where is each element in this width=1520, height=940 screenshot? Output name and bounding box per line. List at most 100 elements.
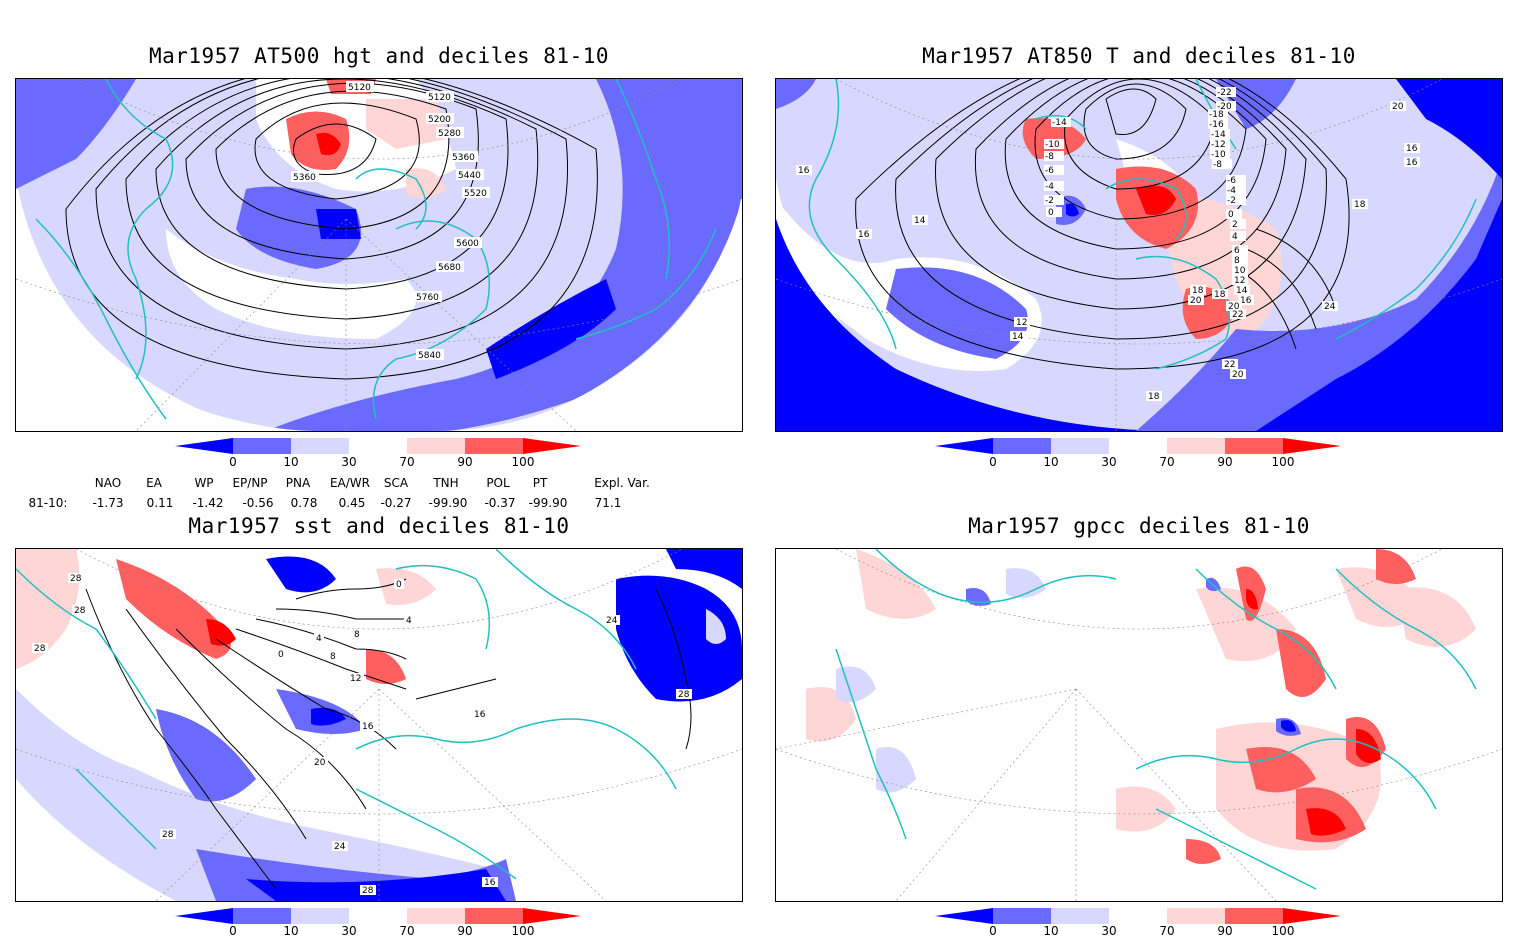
panel2-map-svg: -22 -20 -18 -16 -14 -12 -10 -8 -6 -4 -2 … bbox=[776, 79, 1502, 431]
contour-label: -2 bbox=[1045, 196, 1054, 206]
contour-label: 5360 bbox=[293, 173, 316, 183]
panel3-contour-labels: 28 28 28 0 4 8 12 16 16 20 24 28 28 24 2… bbox=[32, 573, 692, 896]
panel2-colorbar: 0 10 30 70 90 100 bbox=[935, 438, 1347, 472]
contour-label: -8 bbox=[1213, 160, 1222, 170]
contour-label: 28 bbox=[70, 574, 82, 584]
panel4-map-svg bbox=[776, 549, 1502, 901]
colorbar-label: 90 bbox=[1217, 455, 1233, 469]
panel3-map: 28 28 28 0 4 8 12 16 16 20 24 28 28 24 2… bbox=[15, 548, 743, 902]
contour-label: 5600 bbox=[456, 239, 479, 249]
contour-label: 20 bbox=[314, 758, 326, 768]
contour-label: 5520 bbox=[464, 189, 487, 199]
panel4-colorbar: 0 10 30 70 90 100 bbox=[935, 908, 1347, 940]
contour-label: 24 bbox=[606, 616, 618, 626]
panel4-title: Mar1957 gpcc deciles 81-10 bbox=[968, 514, 1310, 538]
index-value: -0.37 bbox=[484, 496, 516, 510]
colorbar-label: 10 bbox=[283, 924, 299, 938]
contour-label: 4 bbox=[1232, 232, 1238, 242]
index-header: WP bbox=[194, 476, 214, 490]
colorbar-label: 30 bbox=[1101, 455, 1117, 469]
index-row-label: 81-10: bbox=[28, 496, 68, 510]
contour-label: 5120 bbox=[428, 93, 451, 103]
panel1-title: Mar1957 AT500 hgt and deciles 81-10 bbox=[148, 44, 609, 68]
contour-label: 28 bbox=[34, 644, 46, 654]
panel4-map bbox=[775, 548, 1503, 902]
index-header: EA/WR bbox=[329, 476, 371, 490]
colorbar-label: 30 bbox=[1101, 924, 1117, 938]
contour-label: 16 bbox=[484, 878, 496, 888]
panel1-map-svg: 5120 5120 5200 5280 5360 5360 5440 5520 … bbox=[16, 79, 742, 431]
colorbar-label: 70 bbox=[1159, 455, 1175, 469]
contour-label: 0 bbox=[1048, 208, 1054, 218]
colorbar-label: 90 bbox=[1217, 924, 1233, 938]
contour-label: 6 bbox=[1234, 246, 1240, 256]
colorbar-label: 70 bbox=[1159, 924, 1175, 938]
contour-label: 4 bbox=[316, 634, 322, 644]
panel2-contour-labels: -22 -20 -18 -16 -14 -12 -10 -8 -6 -4 -2 … bbox=[796, 87, 1420, 402]
index-value: 0.11 bbox=[146, 496, 174, 510]
contour-label: 0 bbox=[1228, 210, 1234, 220]
contour-label: -4 bbox=[1045, 182, 1054, 192]
contour-label: 5360 bbox=[452, 153, 475, 163]
index-value: -1.73 bbox=[92, 496, 124, 510]
contour-label: 12 bbox=[1016, 318, 1027, 328]
colorbar-label: 30 bbox=[341, 455, 357, 469]
index-value: 0.45 bbox=[338, 496, 366, 510]
contour-label: 16 bbox=[858, 230, 870, 240]
index-header: Expl. Var. bbox=[594, 476, 650, 490]
colorbar-label: 10 bbox=[1043, 455, 1059, 469]
contour-label: -18 bbox=[1209, 110, 1224, 120]
index-value: -99.90 bbox=[528, 496, 568, 510]
contour-label: 24 bbox=[1324, 302, 1336, 312]
contour-label: 16 bbox=[798, 166, 810, 176]
contour-label: 22 bbox=[1224, 360, 1235, 370]
contour-label: 20 bbox=[1232, 370, 1244, 380]
index-value: -1.42 bbox=[192, 496, 224, 510]
contour-label: -14 bbox=[1211, 130, 1226, 140]
contour-label: 28 bbox=[678, 690, 690, 700]
contour-label: -16 bbox=[1209, 120, 1224, 130]
contour-label: 18 bbox=[1148, 392, 1160, 402]
contour-label: 18 bbox=[1192, 286, 1204, 296]
teleconnection-index-table: NAO EA WP EP/NP PNA EA/WR SCA TNH POL PT… bbox=[0, 476, 760, 516]
index-value: -99.90 bbox=[428, 496, 468, 510]
panel1-map: 5120 5120 5200 5280 5360 5360 5440 5520 … bbox=[15, 78, 743, 432]
colorbar-label: 0 bbox=[229, 455, 237, 469]
colorbar-label: 90 bbox=[457, 455, 473, 469]
contour-label: 5200 bbox=[428, 115, 451, 125]
panel1-colorbar: 0 10 30 70 90 100 bbox=[175, 438, 587, 472]
contour-label: 5120 bbox=[348, 83, 371, 93]
colorbar-label: 70 bbox=[399, 924, 415, 938]
contour-label: 28 bbox=[162, 830, 174, 840]
contour-label: 0 bbox=[278, 650, 284, 660]
colorbar-label: 10 bbox=[1043, 924, 1059, 938]
contour-label: 20 bbox=[1392, 102, 1404, 112]
index-header: EA bbox=[146, 476, 162, 490]
contour-label: 20 bbox=[1228, 302, 1240, 312]
colorbar-label: 100 bbox=[1271, 455, 1295, 469]
contour-label: -6 bbox=[1227, 176, 1236, 186]
colorbar-label: 100 bbox=[511, 455, 535, 469]
panel3-map-svg: 28 28 28 0 4 8 12 16 16 20 24 28 28 24 2… bbox=[16, 549, 742, 901]
panel2-title: Mar1957 AT850 T and deciles 81-10 bbox=[922, 44, 1356, 68]
contour-label: 28 bbox=[362, 886, 374, 896]
contour-label: -20 bbox=[1217, 102, 1232, 112]
index-header: POL bbox=[486, 476, 510, 490]
contour-label: 16 bbox=[362, 722, 374, 732]
colorbar-label: 0 bbox=[989, 924, 997, 938]
panel1-contour-labels: 5120 5120 5200 5280 5360 5360 5440 5520 … bbox=[291, 81, 490, 361]
contour-label: -6 bbox=[1045, 166, 1054, 176]
colorbar-label: 100 bbox=[1271, 924, 1295, 938]
contour-label: 20 bbox=[1190, 296, 1202, 306]
colorbar-label: 30 bbox=[341, 924, 357, 938]
contour-label: 16 bbox=[1406, 144, 1418, 154]
contour-label: 18 bbox=[1354, 200, 1366, 210]
contour-label: -2 bbox=[1227, 196, 1236, 206]
index-value: 71.1 bbox=[594, 496, 622, 510]
contour-label: 0 bbox=[396, 580, 402, 590]
contour-label: 4 bbox=[406, 616, 412, 626]
colorbar-label: 100 bbox=[511, 924, 535, 938]
index-header: PNA bbox=[285, 476, 311, 490]
contour-label: -10 bbox=[1211, 150, 1226, 160]
index-header: EP/NP bbox=[232, 476, 268, 490]
